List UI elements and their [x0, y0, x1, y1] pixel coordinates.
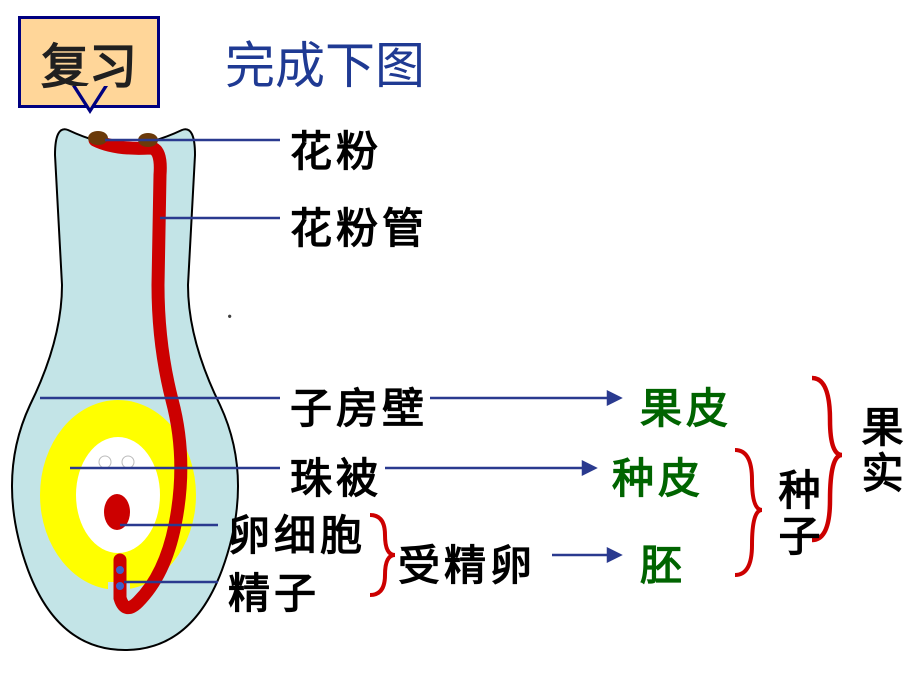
bracket-fertilized — [370, 515, 395, 595]
badge-pointer-inner — [76, 86, 104, 108]
label-pericarp: 果皮 — [640, 375, 732, 436]
label-fertilized: 受精卵 — [398, 532, 536, 593]
bracket-seed — [735, 450, 762, 575]
dot-marker: · — [225, 302, 234, 334]
label-integument: 珠被 — [290, 445, 382, 506]
label-embryo: 胚 — [640, 532, 686, 593]
sperm-cell-1 — [115, 565, 125, 575]
label-sperm: 精子 — [228, 560, 320, 621]
label-tube: 花粉管 — [290, 195, 428, 256]
label-pollen: 花粉 — [290, 118, 382, 179]
sperm-cell-2 — [115, 581, 125, 591]
pistil-shape — [12, 129, 238, 650]
label-ovarywall: 子房壁 — [290, 375, 428, 436]
ovule-inner — [76, 437, 160, 553]
pollen-grain-2 — [138, 133, 158, 147]
label-seedcoat: 种皮 — [612, 445, 704, 506]
egg-cell — [104, 494, 130, 530]
pollen-tube — [95, 140, 181, 608]
ovule-outer — [40, 400, 196, 590]
label-seed: 种子 — [765, 468, 826, 560]
pollen-grain-1 — [88, 131, 108, 145]
label-fruit: 果实 — [848, 405, 909, 497]
label-egg: 卵细胞 — [228, 502, 366, 563]
page-title: 完成下图 — [225, 26, 425, 98]
